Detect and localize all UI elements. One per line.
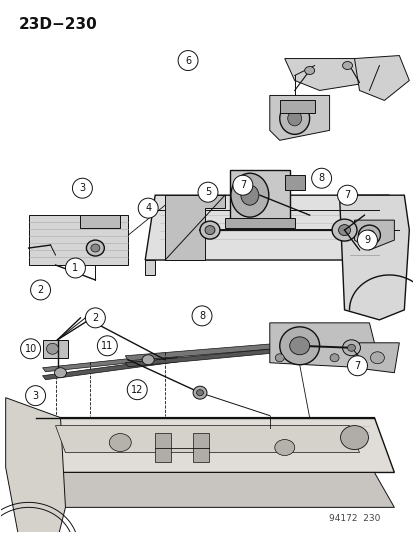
Ellipse shape (230, 173, 268, 217)
Polygon shape (43, 354, 178, 372)
Ellipse shape (55, 368, 66, 378)
Polygon shape (145, 260, 155, 275)
Polygon shape (28, 215, 128, 265)
Ellipse shape (274, 440, 294, 456)
Ellipse shape (331, 219, 356, 241)
Circle shape (72, 178, 92, 198)
Polygon shape (155, 433, 171, 463)
Circle shape (31, 280, 50, 300)
Polygon shape (125, 343, 287, 361)
Circle shape (347, 356, 367, 376)
Text: 12: 12 (131, 385, 143, 394)
Circle shape (233, 175, 252, 195)
Polygon shape (165, 195, 224, 260)
Ellipse shape (342, 340, 360, 356)
Circle shape (311, 168, 331, 188)
Circle shape (85, 308, 105, 328)
Text: 5: 5 (204, 187, 211, 197)
Polygon shape (354, 343, 399, 373)
Text: 23D−230: 23D−230 (19, 17, 97, 31)
Polygon shape (80, 215, 120, 228)
Polygon shape (269, 323, 373, 368)
Polygon shape (284, 175, 304, 190)
Ellipse shape (192, 386, 206, 399)
Polygon shape (6, 398, 65, 533)
Ellipse shape (109, 433, 131, 451)
Circle shape (21, 339, 40, 359)
Polygon shape (378, 195, 389, 210)
Polygon shape (354, 220, 394, 250)
Polygon shape (279, 100, 314, 114)
Polygon shape (36, 472, 394, 507)
Text: 7: 7 (239, 180, 245, 190)
Polygon shape (145, 195, 389, 260)
Circle shape (197, 182, 217, 202)
Text: 3: 3 (79, 183, 85, 193)
Ellipse shape (338, 224, 350, 236)
Ellipse shape (370, 352, 384, 364)
Polygon shape (354, 55, 408, 100)
Ellipse shape (196, 390, 203, 395)
Text: 2: 2 (37, 285, 44, 295)
Text: 7: 7 (354, 361, 360, 371)
Circle shape (337, 185, 357, 205)
Polygon shape (43, 358, 178, 379)
Polygon shape (284, 59, 368, 91)
Ellipse shape (240, 185, 258, 205)
Text: 1: 1 (72, 263, 78, 273)
Ellipse shape (199, 221, 219, 239)
Text: 8: 8 (199, 311, 204, 321)
Ellipse shape (279, 102, 309, 134)
Text: 11: 11 (101, 341, 113, 351)
Ellipse shape (342, 61, 351, 69)
Polygon shape (269, 95, 329, 140)
Ellipse shape (358, 225, 380, 245)
Text: 2: 2 (92, 313, 98, 323)
Text: 8: 8 (318, 173, 324, 183)
Polygon shape (339, 195, 408, 320)
Ellipse shape (347, 344, 355, 351)
Ellipse shape (142, 355, 154, 365)
Ellipse shape (304, 67, 314, 75)
Circle shape (357, 230, 377, 250)
Circle shape (97, 336, 117, 356)
Text: 6: 6 (185, 55, 191, 66)
Circle shape (26, 386, 45, 406)
Ellipse shape (287, 111, 301, 126)
Text: 10: 10 (24, 344, 37, 354)
Polygon shape (55, 425, 358, 453)
Text: 9: 9 (363, 235, 370, 245)
Polygon shape (125, 348, 287, 367)
Polygon shape (36, 417, 394, 472)
Ellipse shape (86, 240, 104, 256)
Polygon shape (192, 433, 209, 463)
Circle shape (192, 306, 211, 326)
Ellipse shape (340, 425, 368, 449)
Polygon shape (16, 453, 55, 518)
Circle shape (127, 379, 147, 400)
Ellipse shape (91, 244, 100, 252)
Text: 94172  230: 94172 230 (328, 514, 379, 523)
Polygon shape (229, 170, 289, 220)
Ellipse shape (363, 230, 374, 240)
Circle shape (138, 198, 158, 218)
Ellipse shape (275, 354, 284, 362)
Text: 3: 3 (33, 391, 38, 401)
Text: 4: 4 (145, 203, 151, 213)
Ellipse shape (279, 327, 319, 365)
Ellipse shape (289, 337, 309, 355)
Ellipse shape (204, 225, 214, 235)
Ellipse shape (46, 343, 58, 354)
Text: 7: 7 (344, 190, 350, 200)
Circle shape (178, 51, 197, 70)
Ellipse shape (329, 354, 338, 362)
Polygon shape (43, 340, 68, 358)
Polygon shape (224, 218, 294, 228)
Circle shape (65, 258, 85, 278)
